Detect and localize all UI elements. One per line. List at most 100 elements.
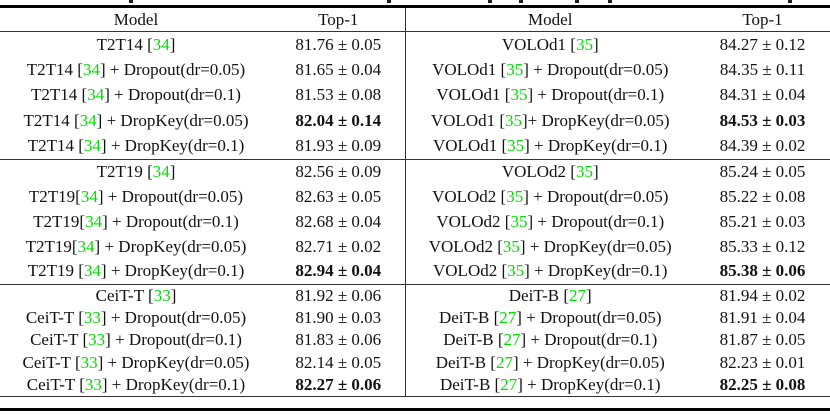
top1-cell-left: 81.92 ± 0.06 [272,284,406,307]
top1-cell-right: 85.21 ± 0.03 [695,209,830,234]
model-label-post: ] [169,34,176,54]
top1-cell-right: 82.25 ± 0.08 [695,374,830,397]
model-label-post: ] + DropKey(dr=0.05) [519,236,672,256]
top1-value: 81.94 ± 0.02 [719,285,806,305]
citation-ref[interactable]: 33 [88,330,106,350]
model-cell-right: DeiT-B [27] [405,284,695,307]
top1-value: 84.31 ± 0.04 [719,85,806,105]
table-row: CeiT-T [33] + Dropout(dr=0.1) 81.83 ± 0.… [0,329,830,352]
col-header-top1-right: Top-1 [742,9,783,29]
model-label-post: ] + DropKey(dr=0.1) [100,136,245,155]
table-block-1: T2T14 [34] 81.76 ± 0.05 VOLOd1 [35] 84.2… [0,31,830,160]
citation-ref[interactable]: 33 [153,285,171,305]
model-label-pre: VOLOd2 [ [428,236,503,256]
model-label-post: ] + Dropout(dr=0.05) [97,186,244,206]
table-row: T2T14 [34] + DropKey(dr=0.05) 82.04 ± 0.… [0,108,830,134]
table-row: CeiT-T [33] + Dropout(dr=0.05) 81.90 ± 0… [0,306,830,330]
cropped-caption-fragment [519,0,523,3]
table-row: CeiT-T [33] + DropKey(dr=0.1) 82.27 ± 0.… [0,374,830,397]
model-label-post: ] + Dropout(dr=0.05) [99,59,246,79]
citation-ref[interactable]: 34 [79,110,97,130]
citation-ref[interactable]: 34 [80,186,98,206]
citation-ref[interactable]: 35 [575,161,593,181]
top1-value: 85.22 ± 0.08 [719,186,806,206]
citation-ref[interactable]: 34 [77,236,95,256]
table-row: T2T19 [34] 82.56 ± 0.09 VOLOd2 [35] 85.2… [0,159,830,184]
model-label-pre: VOLOd2 [ [432,186,507,206]
citation-ref[interactable]: 35 [575,34,593,54]
header-row: Model Top-1 Model Top-1 [0,6,830,32]
citation-ref[interactable]: 34 [152,34,170,54]
model-label-pre: T2T14 [ [23,110,80,130]
model-cell-left: T2T14 [34] + Dropout(dr=0.05) [0,57,272,83]
citation-ref[interactable]: 34 [87,85,105,105]
top1-cell-right: 85.22 ± 0.08 [695,184,830,209]
citation-ref[interactable]: 35 [505,110,523,130]
model-cell-left: T2T14 [34] + DropKey(dr=0.05) [0,108,272,134]
top1-value: 81.92 ± 0.06 [295,285,382,305]
model-label-pre: T2T19 [ [27,261,84,281]
citation-ref[interactable]: 33 [80,352,98,372]
model-cell-left: T2T19[34] + DropKey(dr=0.05) [0,234,272,259]
citation-ref[interactable]: 27 [503,330,521,350]
table-row: T2T19[34] + Dropout(dr=0.1) 82.68 ± 0.04… [0,209,830,234]
model-cell-right: DeiT-B [27] + Dropout(dr=0.1) [405,329,695,352]
model-label-post: ] + Dropout(dr=0.1) [105,330,242,350]
model-label-post: ] + Dropout(dr=0.1) [520,330,658,350]
citation-ref[interactable]: 34 [82,59,100,79]
model-label-post: ] + Dropout(dr=0.1) [527,85,665,105]
citation-ref[interactable]: 27 [500,375,518,394]
top1-value: 81.93 ± 0.09 [295,136,382,155]
top1-cell-left: 81.93 ± 0.09 [272,133,406,159]
model-cell-left: CeiT-T [33] [0,284,272,307]
citation-ref[interactable]: 35 [510,211,528,231]
col-header-model-right: Model [528,9,573,29]
model-cell-left: CeiT-T [33] + Dropout(dr=0.1) [0,329,272,352]
model-cell-left: CeiT-T [33] + DropKey(dr=0.05) [0,352,272,375]
model-label-post: ] + Dropout(dr=0.05) [516,307,662,327]
table-header: Model Top-1 Model Top-1 [0,6,830,32]
model-label-post: ] [592,161,599,181]
top1-cell-left: 82.56 ± 0.09 [272,159,406,184]
citation-ref[interactable]: 35 [510,85,528,105]
model-label-pre: CeiT-T [ [26,375,85,394]
citation-ref[interactable]: 27 [495,352,513,372]
model-cell-right: VOLOd1 [35] + Dropout(dr=0.05) [405,57,695,83]
citation-ref[interactable]: 34 [83,261,101,281]
table-row: T2T14 [34] + Dropout(dr=0.05) 81.65 ± 0.… [0,57,830,83]
citation-ref[interactable]: 35 [506,186,524,206]
model-cell-left: CeiT-T [33] + Dropout(dr=0.05) [0,307,272,330]
top1-cell-right: 85.24 ± 0.05 [695,159,830,184]
citation-ref[interactable]: 33 [84,375,102,394]
top1-cell-right: 84.39 ± 0.02 [695,134,830,160]
citation-ref[interactable]: 34 [83,136,101,155]
model-cell-left: T2T14 [34] + DropKey(dr=0.1) [0,134,272,160]
citation-ref[interactable]: 33 [83,307,101,327]
model-cell-right: VOLOd1 [35] + Dropout(dr=0.1) [405,83,695,109]
top1-value: 81.65 ± 0.04 [295,59,382,79]
citation-ref[interactable]: 34 [85,211,103,231]
citation-ref[interactable]: 27 [569,285,587,305]
model-cell-right: VOLOd1 [35] + DropKey(dr=0.1) [405,134,695,160]
citation-ref[interactable]: 35 [507,136,525,155]
model-label-pre: DeiT-B [ [435,352,496,372]
citation-ref[interactable]: 35 [502,236,520,256]
model-cell-right: VOLOd2 [35] + Dropout(dr=0.1) [405,209,695,234]
col-header-top1-left: Top-1 [272,6,406,32]
model-label-pre: DeiT-B [ [508,285,570,305]
model-cell-left: T2T19[34] + Dropout(dr=0.05) [0,184,272,209]
top1-cell-right: 85.38 ± 0.06 [695,259,830,284]
model-label-pre: CeiT-T [ [25,307,84,327]
citation-ref[interactable]: 35 [507,261,525,281]
citation-ref[interactable]: 27 [499,307,517,327]
citation-ref[interactable]: 35 [506,59,524,79]
top1-cell-left: 82.27 ± 0.06 [272,374,406,397]
top1-value: 82.63 ± 0.05 [295,186,382,206]
top1-cell-right: 84.27 ± 0.12 [695,32,830,58]
model-label-post: ] + Dropout(dr=0.05) [523,59,669,79]
top1-value: 82.56 ± 0.09 [295,161,382,181]
citation-ref[interactable]: 34 [152,161,170,181]
top1-cell-left: 82.68 ± 0.04 [272,209,406,234]
model-label-pre: VOLOd2 [ [501,161,576,181]
top1-cell-left: 82.71 ± 0.02 [272,234,406,259]
